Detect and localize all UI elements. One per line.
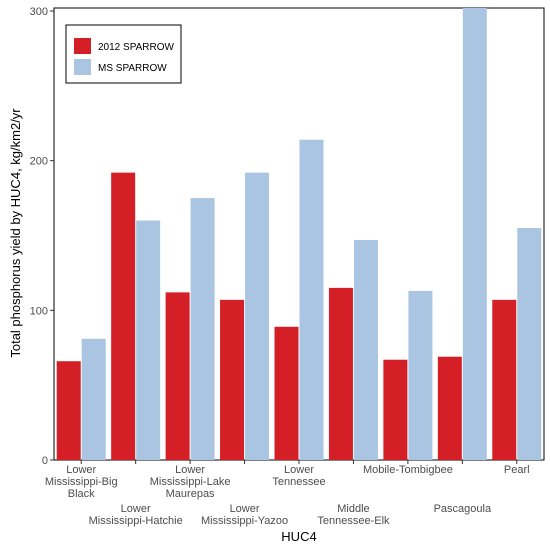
bar-ms-sparrow-1 (136, 220, 161, 460)
bar-2012-sparrow-6 (383, 359, 408, 460)
bar-ms-sparrow-3 (245, 172, 270, 461)
bar-2012-sparrow-5 (328, 287, 353, 460)
bar-ms-sparrow-4 (299, 139, 324, 460)
legend-key-2012-sparrow (74, 38, 91, 54)
x-tick-label: Lower Mississippi-Yazoo (201, 503, 288, 527)
bars-layer (56, 8, 542, 461)
bar-ms-sparrow-6 (408, 290, 433, 460)
bar-ms-sparrow-7 (462, 8, 487, 460)
x-tick-label: Lower Mississippi-Big Black (45, 464, 118, 500)
y-axis-title: Total phosphorus yield by HUC4, kg/km2/y… (8, 108, 23, 358)
x-axis: Lower Mississippi-Big Black Lower Mississipp… (45, 460, 530, 527)
bar-2012-sparrow-7 (437, 356, 462, 460)
x-tick-label: Pearl (504, 464, 530, 476)
bar-ms-sparrow-0 (81, 338, 106, 460)
y-tick-label: 100 (30, 305, 48, 317)
x-tick-label: Middle Tennessee-Elk (317, 503, 390, 527)
bar-2012-sparrow-4 (274, 326, 299, 460)
bar-ms-sparrow-8 (517, 228, 542, 460)
legend-label-ms-sparrow: MS SPARROW (98, 63, 167, 74)
bar-ms-sparrow-2 (190, 198, 215, 460)
bar-ms-sparrow-5 (353, 239, 378, 460)
bar-2012-sparrow-0 (56, 361, 81, 460)
x-axis-title: HUC4 (281, 529, 316, 544)
bar-2012-sparrow-1 (111, 172, 136, 461)
bar-2012-sparrow-3 (220, 299, 245, 460)
x-tick-label: Mobile-Tombigbee (363, 464, 453, 476)
x-tick-label: Pascagoula (434, 503, 492, 515)
bar-2012-sparrow-2 (165, 292, 190, 460)
legend: 2012 SPARROW MS SPARROW (65, 24, 182, 84)
x-tick-label: Lower Tennessee (272, 464, 325, 488)
x-tick-label: Lower Mississippi-Lake Maurepas (150, 464, 231, 500)
x-tick-label: Lower Mississippi-Hatchie (89, 503, 183, 527)
legend-key-ms-sparrow (74, 59, 91, 75)
y-tick-label: 200 (30, 156, 48, 168)
legend-label-2012-sparrow: 2012 SPARROW (98, 42, 175, 53)
bar-2012-sparrow-8 (492, 299, 517, 460)
y-axis: 0 100 200 300 (30, 6, 54, 467)
y-tick-label: 300 (30, 6, 48, 18)
y-tick-label: 0 (42, 455, 48, 467)
